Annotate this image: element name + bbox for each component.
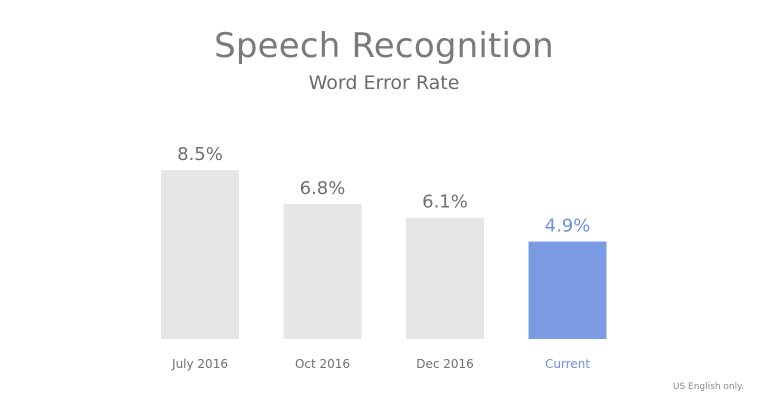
category-label: Dec 2016 (416, 357, 474, 371)
category-label: Oct 2016 (295, 357, 350, 371)
value-label: 6.1% (422, 192, 468, 213)
value-label: 4.9% (545, 216, 591, 237)
category-label: Current (545, 357, 590, 371)
bar-july-2016 (161, 170, 239, 339)
bar-current (528, 241, 607, 339)
category-label: July 2016 (171, 357, 228, 371)
chart-title: Speech Recognition (214, 26, 554, 66)
value-label: 8.5% (177, 144, 223, 165)
footnote: US English only. (672, 382, 744, 392)
value-label: 6.8% (300, 178, 346, 199)
bar-oct-2016 (283, 203, 362, 339)
bar-dec-2016 (406, 217, 484, 339)
chart-subtitle: Word Error Rate (308, 72, 460, 94)
